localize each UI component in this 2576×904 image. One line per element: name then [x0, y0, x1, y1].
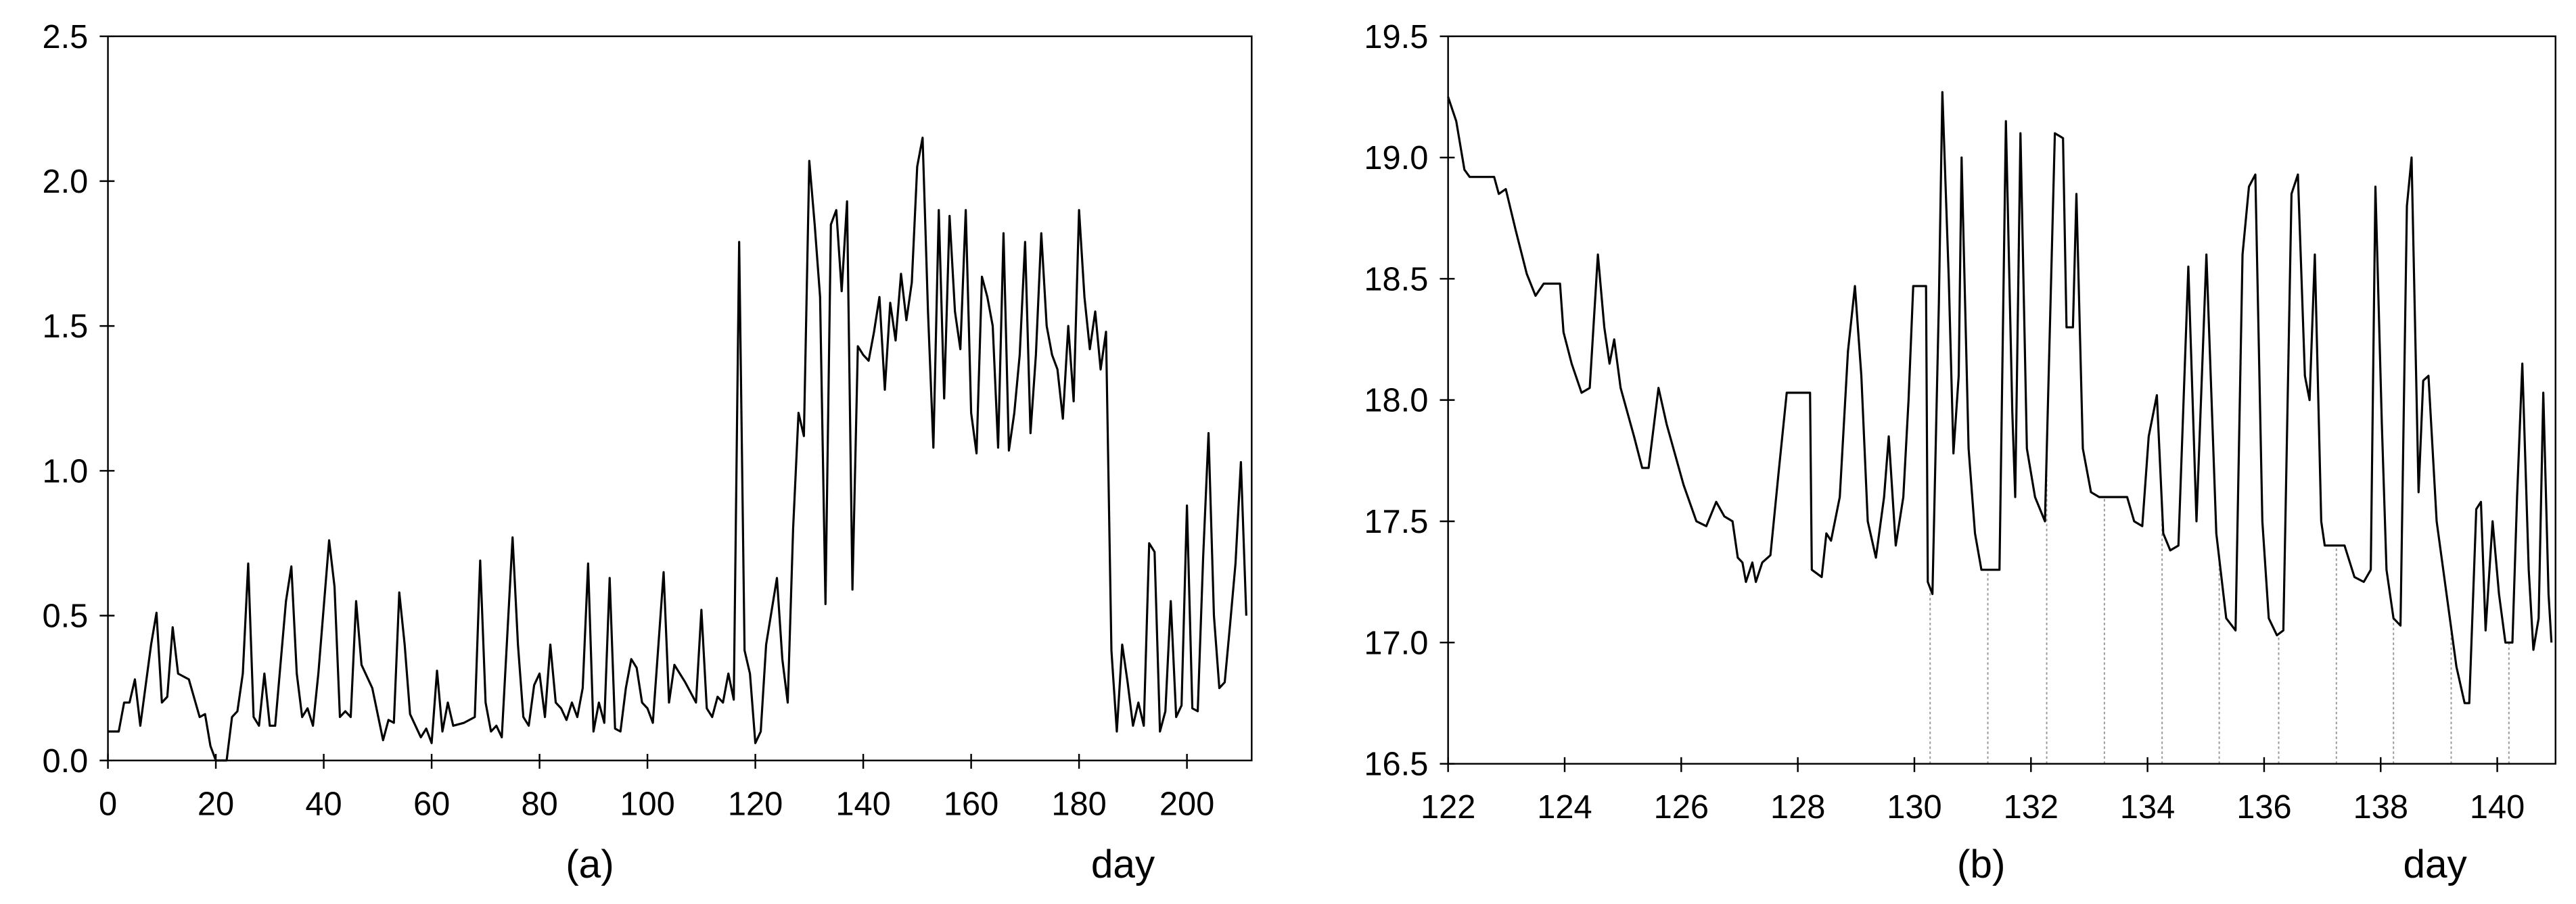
x-tick-label: 100	[620, 786, 674, 822]
x-tick-label: 0	[99, 786, 117, 822]
y-tick-label: 16.5	[1364, 746, 1428, 783]
x-tick-label: 122	[1421, 789, 1475, 826]
x-tick-label: 140	[835, 786, 890, 822]
x-axis-label: day	[1091, 842, 1155, 886]
x-tick-label: 140	[2470, 789, 2525, 826]
y-tick-label: 18.5	[1364, 261, 1428, 298]
data-line	[108, 137, 1247, 762]
x-tick-label: 130	[1887, 789, 1941, 826]
y-tick-label: 0.0	[42, 743, 88, 780]
x-tick-label: 60	[413, 786, 450, 822]
x-tick-label: 134	[2120, 789, 2175, 826]
y-tick-label: 0.5	[42, 598, 88, 635]
x-tick-label: 200	[1159, 786, 1214, 822]
x-tick-label: 120	[728, 786, 783, 822]
caption: (b)	[1957, 842, 2006, 886]
x-tick-label: 132	[2004, 789, 2058, 826]
data-line	[1447, 91, 2553, 705]
x-tick-label: 136	[2236, 789, 2291, 826]
caption: (a)	[566, 842, 614, 886]
y-tick-label: 2.5	[42, 19, 88, 55]
x-tick-label: 180	[1051, 786, 1106, 822]
x-tick-label: 40	[305, 786, 342, 822]
y-tick-label: 17.0	[1364, 625, 1428, 661]
x-tick-label: 20	[198, 786, 234, 822]
x-tick-label: 128	[1770, 789, 1825, 826]
x-tick-label: 138	[2353, 789, 2408, 826]
plot-frame	[107, 35, 1253, 761]
x-tick-label: 126	[1654, 789, 1709, 826]
y-tick-label: 17.5	[1364, 504, 1428, 540]
y-tick-label: 18.0	[1364, 383, 1428, 419]
y-tick-label: 19.0	[1364, 140, 1428, 176]
y-tick-label: 19.5	[1364, 19, 1428, 55]
y-tick-label: 2.0	[42, 164, 88, 200]
x-tick-label: 124	[1537, 789, 1592, 826]
x-tick-label: 160	[944, 786, 998, 822]
y-tick-label: 1.0	[42, 453, 88, 490]
x-tick-label: 80	[521, 786, 557, 822]
x-axis-label: day	[2403, 842, 2467, 886]
y-tick-label: 1.5	[42, 308, 88, 345]
